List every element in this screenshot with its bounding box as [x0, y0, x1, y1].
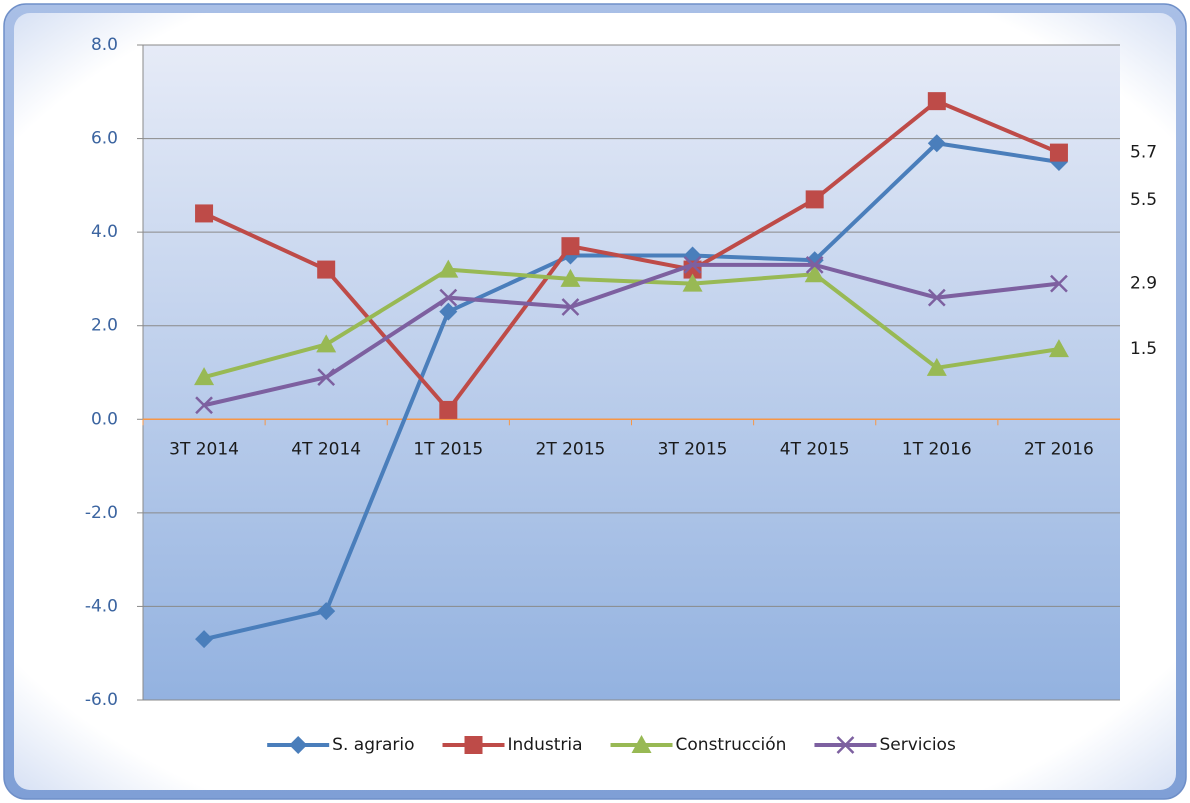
marker — [317, 368, 336, 387]
data-label: 1.5 — [1130, 339, 1157, 359]
marker — [805, 256, 824, 274]
marker — [438, 259, 459, 278]
y-tick-label: 4.0 — [91, 222, 118, 242]
legend-label: S. agrario — [332, 735, 414, 755]
data-label: 2.9 — [1130, 274, 1157, 294]
plot-area — [143, 45, 1120, 700]
y-tick-label: 6.0 — [91, 129, 118, 149]
legend: S. agrario Industria Construcción Servicios — [267, 735, 956, 755]
marker — [1050, 274, 1068, 293]
legend-marker — [289, 736, 308, 754]
marker — [439, 288, 458, 307]
y-tick-label: -4.0 — [85, 596, 118, 616]
marker — [316, 334, 337, 353]
marker — [805, 190, 824, 209]
series-line — [203, 262, 1060, 408]
x-tick-label: 4T 2015 — [780, 439, 850, 459]
marker — [1049, 143, 1068, 162]
marker — [683, 256, 702, 274]
marker — [439, 400, 458, 419]
marker — [195, 630, 214, 649]
y-tick-label: -2.0 — [85, 503, 118, 523]
marker — [1048, 339, 1069, 358]
legend-label: Construcción — [676, 735, 787, 755]
x-tick-label: 3T 2014 — [169, 439, 239, 459]
marker — [561, 298, 580, 316]
marker — [927, 134, 946, 153]
marker — [317, 602, 336, 621]
y-tick-label: 0.0 — [91, 409, 118, 429]
marker — [561, 237, 580, 256]
marker — [927, 92, 946, 111]
legend-marker — [836, 736, 855, 754]
marker — [682, 273, 703, 292]
x-tick-label: 3T 2015 — [658, 439, 728, 459]
series-line — [203, 99, 1060, 412]
marker — [926, 357, 947, 376]
y-tick-label: 8.0 — [91, 35, 118, 55]
legend-label: Servicios — [879, 735, 955, 755]
data-label: 5.7 — [1130, 143, 1157, 163]
y-tick-label: -6.0 — [85, 690, 118, 710]
x-tick-label: 2T 2015 — [536, 439, 606, 459]
marker — [927, 288, 946, 307]
legend-label: Industria — [508, 735, 583, 755]
marker — [195, 204, 214, 223]
legend-marker — [464, 736, 483, 754]
marker — [194, 367, 215, 386]
marker — [560, 268, 581, 287]
data-label: 5.5 — [1130, 190, 1157, 210]
x-tick-label: 1T 2016 — [902, 439, 972, 459]
marker — [804, 264, 825, 283]
legend-marker — [631, 735, 652, 753]
series-line — [203, 141, 1060, 642]
series-line — [203, 267, 1060, 380]
y-tick-label: 2.0 — [91, 316, 118, 336]
marker — [439, 302, 458, 321]
marker — [317, 260, 336, 279]
marker — [195, 396, 213, 415]
x-tick-label: 2T 2016 — [1024, 439, 1094, 459]
x-tick-label: 4T 2014 — [291, 439, 361, 459]
x-tick-label: 1T 2015 — [413, 439, 483, 459]
